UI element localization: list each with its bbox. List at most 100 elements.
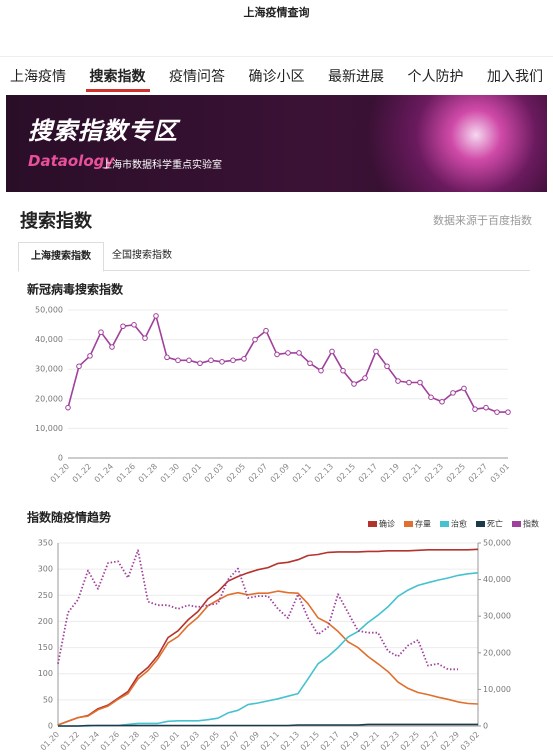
- point: [450, 390, 456, 396]
- y-tick-label: 20,000: [35, 394, 63, 403]
- legend-swatch: [476, 521, 485, 527]
- legend-label: 确诊: [379, 519, 395, 529]
- y2-tick-label: 50,000: [483, 539, 511, 548]
- separator: [0, 56, 553, 57]
- x-tick-label: 01.28: [119, 730, 142, 753]
- point: [351, 381, 357, 387]
- point: [472, 406, 478, 412]
- point: [153, 313, 159, 319]
- y2-tick-label: 40,000: [483, 575, 511, 584]
- nav-item[interactable]: 个人防护: [407, 69, 464, 85]
- point: [120, 323, 126, 330]
- point: [329, 348, 335, 355]
- tab-line: [18, 270, 530, 271]
- x-tick-label: 01.22: [59, 730, 82, 753]
- series-line: [58, 572, 479, 727]
- x-tick-label: 02.05: [199, 730, 222, 753]
- chart-title: 指数随疫情趋势: [27, 510, 111, 525]
- x-tick-label: 02.07: [247, 462, 270, 485]
- y-tick-label: 250: [38, 591, 53, 600]
- x-tick-label: 02.07: [219, 730, 242, 753]
- nav-item[interactable]: 加入我们: [487, 69, 543, 85]
- nav-item[interactable]: 最新进展: [328, 69, 384, 85]
- x-tick-label: 01.20: [39, 730, 62, 753]
- x-tick-label: 02.13: [279, 730, 302, 753]
- x-tick-label: 02.17: [357, 462, 380, 485]
- y-tick-label: 300: [38, 565, 53, 574]
- point: [252, 336, 258, 343]
- point: [461, 385, 467, 392]
- y-tick-label: 0: [48, 722, 53, 731]
- point: [362, 375, 368, 381]
- nav-item[interactable]: 确诊小区: [248, 69, 305, 85]
- point: [340, 367, 346, 374]
- banner-logo: Dataology: [28, 152, 115, 170]
- legend-label: 存量: [415, 519, 431, 529]
- point: [483, 404, 489, 411]
- point: [373, 348, 379, 355]
- tab[interactable]: 上海搜索指数: [18, 242, 104, 272]
- series-line: [58, 723, 478, 727]
- y2-tick-label: 0: [483, 722, 488, 731]
- nav-item[interactable]: 上海疫情: [10, 69, 66, 85]
- nav-item[interactable]: 疫情问答: [169, 69, 225, 85]
- y-tick-label: 30,000: [35, 365, 63, 374]
- x-tick-label: 01.22: [71, 462, 94, 485]
- point: [186, 357, 192, 364]
- x-tick-label: 02.01: [181, 462, 204, 485]
- point: [263, 327, 269, 334]
- point: [274, 351, 280, 358]
- x-tick-label: 02.19: [379, 462, 402, 485]
- y-tick-label: 150: [38, 643, 53, 652]
- x-tick-label: 01.24: [93, 462, 116, 485]
- x-tick-label: 02.21: [401, 462, 424, 485]
- x-tick-label: 02.09: [269, 462, 292, 485]
- x-tick-label: 01.24: [79, 730, 102, 753]
- x-tick-label: 02.27: [419, 730, 442, 753]
- legend-swatch: [512, 521, 521, 527]
- point: [65, 404, 71, 411]
- chart-title: 新冠病毒搜索指数: [27, 282, 124, 297]
- source-note: 数据来源于百度指数: [433, 214, 532, 227]
- point: [439, 398, 445, 405]
- x-tick-label: 02.15: [335, 462, 358, 485]
- x-tick-label: 02.25: [399, 730, 422, 753]
- legend-swatch: [404, 521, 413, 527]
- legend-swatch: [440, 521, 449, 527]
- x-tick-label: 02.11: [291, 462, 314, 485]
- point: [384, 363, 390, 370]
- point: [164, 354, 170, 361]
- point: [494, 409, 500, 415]
- x-tick-label: 02.23: [423, 462, 446, 485]
- tab[interactable]: 全国搜索指数: [112, 250, 172, 261]
- point: [131, 322, 137, 328]
- point: [76, 363, 82, 370]
- banner-title: 搜索指数专区: [28, 117, 178, 145]
- point: [87, 353, 93, 359]
- nav-item[interactable]: 搜索指数: [85, 64, 150, 92]
- x-tick-label: 02.01: [159, 730, 182, 753]
- point: [197, 360, 203, 367]
- x-tick-label: 01.20: [49, 462, 72, 485]
- point: [241, 356, 247, 362]
- y-tick-label: 350: [38, 539, 53, 548]
- x-tick-label: 01.28: [137, 462, 160, 485]
- y2-tick-label: 30,000: [483, 612, 511, 621]
- point: [505, 409, 511, 415]
- series-line: [67, 315, 508, 413]
- legend-label: 指数: [523, 519, 539, 529]
- point: [142, 335, 148, 341]
- point: [98, 329, 104, 336]
- series-line: [57, 590, 479, 726]
- point: [230, 357, 236, 364]
- point: [307, 360, 313, 367]
- x-tick-label: 01.26: [115, 462, 138, 485]
- point: [109, 344, 115, 350]
- point: [428, 394, 434, 401]
- x-tick-label: 01.30: [139, 730, 162, 753]
- section-title: 搜索指数: [20, 211, 92, 232]
- y-tick-label: 50: [43, 695, 53, 704]
- point: [296, 350, 302, 356]
- y-tick-label: 10,000: [35, 424, 63, 433]
- legend-swatch: [368, 521, 377, 527]
